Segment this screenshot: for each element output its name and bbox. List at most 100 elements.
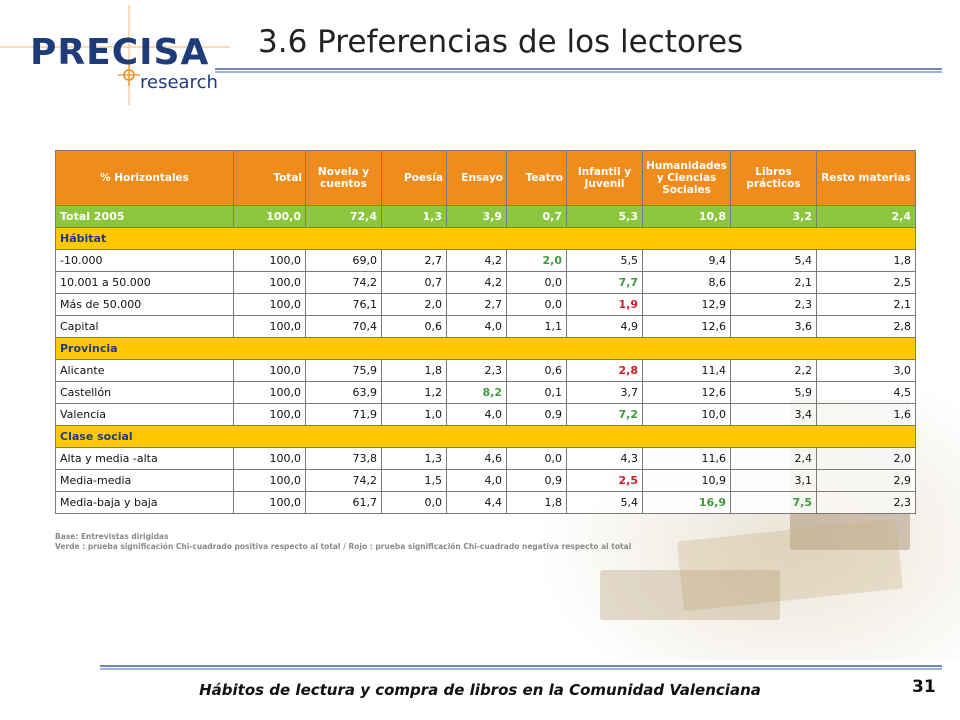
value-cell: 0,0	[381, 491, 447, 514]
row-label-cell: Media-baja y baja	[55, 491, 234, 514]
value-cell: 3,2	[730, 205, 817, 228]
value-cell: 0,0	[506, 271, 567, 294]
preferences-table: % Horizontales Total Novela y cuentos Po…	[55, 150, 916, 514]
value-cell: 2,7	[446, 293, 507, 316]
table-row: Alicante 100,0 75,9 1,8 2,3 0,6 2,8 11,4 2,2 3,0	[55, 359, 916, 382]
value-cell: 100,0	[233, 315, 306, 338]
value-cell: 12,6	[642, 381, 731, 404]
column-header: Teatro	[506, 150, 567, 206]
value-cell: 2,9	[816, 469, 916, 492]
row-label-cell: Alicante	[55, 359, 234, 382]
value-cell: 100,0	[233, 249, 306, 272]
value-cell: 1,2	[381, 381, 447, 404]
value-cell: 1,3	[381, 205, 447, 228]
column-header: Ensayo	[446, 150, 507, 206]
value-cell: 100,0	[233, 205, 306, 228]
value-cell: 2,3	[730, 293, 817, 316]
value-cell: 74,2	[305, 469, 382, 492]
value-cell: 4,6	[446, 447, 507, 470]
value-cell: 10,8	[642, 205, 731, 228]
value-cell: 0,7	[381, 271, 447, 294]
section-title: Provincia	[55, 337, 916, 360]
column-header: Humanidades y Ciencias Sociales	[642, 150, 731, 206]
title-divider	[215, 68, 942, 73]
value-cell: 1,3	[381, 447, 447, 470]
column-header: Total	[233, 150, 306, 206]
footer-title: Hábitos de lectura y compra de libros en…	[199, 681, 761, 699]
value-cell: 70,4	[305, 315, 382, 338]
logo-subtitle: research	[140, 72, 218, 93]
column-header: % Horizontales	[55, 150, 234, 206]
table-row: Media-media 100,0 74,2 1,5 4,0 0,9 2,5 10,9 3,1 2…	[55, 469, 916, 492]
value-cell: 2,8	[566, 359, 643, 382]
value-cell: 63,9	[305, 381, 382, 404]
value-cell: 100,0	[233, 491, 306, 514]
row-label-cell: Capital	[55, 315, 234, 338]
value-cell: 74,2	[305, 271, 382, 294]
value-cell: 4,0	[446, 315, 507, 338]
precisa-logo: PRECISA research	[0, 0, 230, 105]
value-cell: 9,4	[642, 249, 731, 272]
value-cell: 100,0	[233, 293, 306, 316]
value-cell: 5,9	[730, 381, 817, 404]
value-cell: 61,7	[305, 491, 382, 514]
value-cell: 72,4	[305, 205, 382, 228]
value-cell: 71,9	[305, 403, 382, 426]
page-number: 31	[912, 677, 936, 697]
base-note: Base: Entrevistas dirigidas	[55, 532, 169, 541]
value-cell: 0,9	[506, 469, 567, 492]
table-row: 10.001 a 50.000 100,0 74,2 0,7 4,2 0,0 7,7 8,6 2…	[55, 271, 916, 294]
footer-divider	[100, 665, 942, 670]
table-row: Más de 50.000 100,0 76,1 2,0 2,7 0,0 1,9 12,9 2,…	[55, 293, 916, 316]
value-cell: 2,8	[816, 315, 916, 338]
section-header-row: Hábitat	[55, 227, 916, 250]
value-cell: 100,0	[233, 469, 306, 492]
value-cell: 2,2	[730, 359, 817, 382]
section-header-row: Provincia	[55, 337, 916, 360]
table-row: Media-baja y baja 100,0 61,7 0,0 4,4 1,8 5,4 16…	[55, 491, 916, 514]
value-cell: 76,1	[305, 293, 382, 316]
value-cell: 8,2	[446, 381, 507, 404]
row-label-cell: Valencia	[55, 403, 234, 426]
value-cell: 100,0	[233, 403, 306, 426]
row-label-cell: Alta y media -alta	[55, 447, 234, 470]
column-header: Libros prácticos	[730, 150, 817, 206]
value-cell: 3,1	[730, 469, 817, 492]
value-cell: 0,7	[506, 205, 567, 228]
value-cell: 3,0	[816, 359, 916, 382]
value-cell: 10,9	[642, 469, 731, 492]
value-cell: 100,0	[233, 359, 306, 382]
column-header: Novela y cuentos	[305, 150, 382, 206]
value-cell: 11,6	[642, 447, 731, 470]
value-cell: 4,2	[446, 249, 507, 272]
value-cell: 1,8	[506, 491, 567, 514]
value-cell: 75,9	[305, 359, 382, 382]
section-title: Hábitat	[55, 227, 916, 250]
value-cell: 100,0	[233, 447, 306, 470]
total-row: Total 2005 100,0 72,4 1,3 3,9 0,7 5,3 10,8 3,2 2,…	[55, 205, 916, 228]
value-cell: 1,5	[381, 469, 447, 492]
value-cell: 2,1	[730, 271, 817, 294]
value-cell: 10,0	[642, 403, 731, 426]
table-row: -10.000 100,0 69,0 2,7 4,2 2,0 5,5 9,4 5,4 1,8	[55, 249, 916, 272]
value-cell: 2,0	[381, 293, 447, 316]
value-cell: 5,4	[730, 249, 817, 272]
value-cell: 4,0	[446, 469, 507, 492]
value-cell: 1,9	[566, 293, 643, 316]
value-cell: 0,9	[506, 403, 567, 426]
value-cell: 4,0	[446, 403, 507, 426]
table-row: Valencia 100,0 71,9 1,0 4,0 0,9 7,2 10,0 3,4 1,6	[55, 403, 916, 426]
value-cell: 7,2	[566, 403, 643, 426]
value-cell: 1,8	[381, 359, 447, 382]
value-cell: 8,6	[642, 271, 731, 294]
value-cell: 2,7	[381, 249, 447, 272]
value-cell: 12,9	[642, 293, 731, 316]
value-cell: 0,0	[506, 447, 567, 470]
value-cell: 4,2	[446, 271, 507, 294]
column-header: Poesía	[381, 150, 447, 206]
column-header: Resto materias	[816, 150, 916, 206]
value-cell: 100,0	[233, 271, 306, 294]
value-cell: 16,9	[642, 491, 731, 514]
value-cell: 3,7	[566, 381, 643, 404]
value-cell: 4,5	[816, 381, 916, 404]
